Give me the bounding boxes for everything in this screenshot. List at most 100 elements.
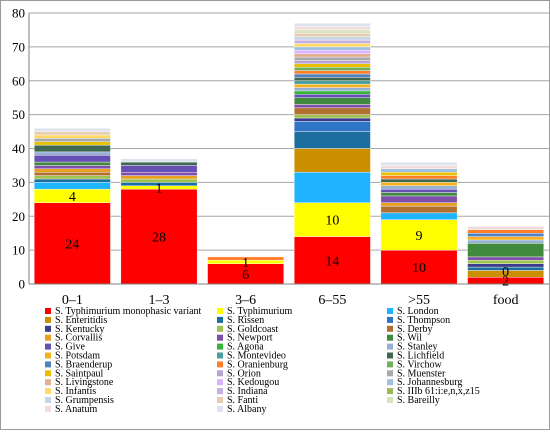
legend-label: S. Thompson <box>397 315 450 326</box>
legend-item-s-wil: S. Wil <box>387 333 422 344</box>
legend-label: S. Anatum <box>55 404 97 415</box>
bar-segment-s-albany-0-1 <box>34 127 111 132</box>
bar-segment-s-typhimurium-55 <box>380 219 458 251</box>
legend-label: S. Corvallis <box>55 333 102 344</box>
bar-segment-s-grumpensis-6-55 <box>294 36 371 41</box>
bar-segment-s-braenderup-6-55 <box>294 73 371 78</box>
legend-item-s-grumpensis: S. Grumpensis <box>45 395 114 406</box>
bar-segment-s-derby-55 <box>380 205 458 214</box>
legend-item-s-braenderup: S. Braenderup <box>45 359 112 370</box>
legend-item-s-muenster: S. Muenster <box>387 368 446 379</box>
legend-label: S. Enteritidis <box>55 315 107 326</box>
legend-label: S. Saintpaul <box>55 368 104 379</box>
legend-swatch <box>217 361 223 368</box>
legend-label: S. Kentucky <box>55 324 104 335</box>
bar-segment-s-virchow-6-55 <box>294 66 371 71</box>
legend-swatch <box>217 325 223 332</box>
bar-segment-s-goldcoast-food <box>467 260 544 264</box>
bar-segment-s-oranienburg-3-6 <box>207 256 285 261</box>
bar-segment-s-saintpaul-55 <box>380 172 458 176</box>
legend-label: S. Braenderup <box>55 359 112 370</box>
legend-swatch <box>387 343 393 350</box>
bar-segment-s-fanti-6-55 <box>294 33 371 37</box>
data-label: 10 <box>412 261 426 276</box>
data-label: 10 <box>325 214 339 229</box>
bar-segment-s-derby-6-55 <box>294 107 371 115</box>
bar-segment-s-albany-1-3 <box>120 158 198 163</box>
bar-segment-s-stanley-55 <box>380 185 458 190</box>
data-label: 4 <box>69 190 76 205</box>
legend-label: S. Fanti <box>227 395 258 406</box>
bar-segment-s-albany-6-55 <box>294 22 371 27</box>
legend-swatch <box>217 379 223 386</box>
bar-segment-s-montevideo-6-55 <box>294 80 371 85</box>
legend-swatch <box>45 379 51 386</box>
legend-swatch <box>45 325 51 332</box>
legend-swatch <box>45 388 51 395</box>
legend-swatch <box>217 388 223 395</box>
legend-swatch <box>217 316 223 323</box>
legend-swatch <box>387 334 393 341</box>
legend-item-s-rissen: S. Rissen <box>217 315 264 326</box>
bar-segment-s-johannesburg-6-55 <box>294 46 371 51</box>
data-label: 14 <box>325 254 339 269</box>
bar-segment-s-give-55 <box>380 188 458 193</box>
y-tick-label: 40 <box>12 141 25 156</box>
bar-segment-s-infantis-0-1 <box>34 134 111 139</box>
legend-item-s-oranienburg: S. Oranienburg <box>217 359 288 370</box>
bar-segment-s-saintpaul-6-55 <box>294 63 371 68</box>
legend-swatch <box>387 370 393 377</box>
legend-label: S. Albany <box>227 404 266 415</box>
legend-swatch <box>387 388 393 395</box>
bar-segment-s-newport-0-1 <box>34 165 111 170</box>
legend-swatch <box>217 334 223 341</box>
legend-item-s-johannesburg: S. Johannesburg <box>387 377 462 388</box>
legend-swatch <box>45 334 51 341</box>
legend-swatch <box>387 308 393 314</box>
bar-segment-s-lichfield-6-55 <box>294 77 371 81</box>
legend-label: S. Montevideo <box>227 351 286 362</box>
bar-segment-s-stanley-6-55 <box>294 87 371 92</box>
legend-item-s-montevideo: S. Montevideo <box>217 351 286 362</box>
legend: S. Typhimurium monophasic variant S. Typh… <box>45 306 480 415</box>
y-axis-ticks: 0 10 20 30 40 50 60 70 80 <box>12 6 25 292</box>
legend-swatch <box>217 405 223 412</box>
legend-swatch <box>45 405 51 412</box>
legend-item-s-typhimurium-monophasic-variant: S. Typhimurium monophasic variant <box>45 306 202 317</box>
legend-label: S. Rissen <box>227 315 264 326</box>
y-tick-label: 0 <box>19 277 26 292</box>
data-label: 9 <box>416 229 423 244</box>
legend-swatch <box>387 379 393 386</box>
bar-segment-s-stanley-food <box>467 239 544 244</box>
legend-item-s-typhimurium: S. Typhimurium <box>217 306 292 317</box>
legend-swatch <box>387 316 393 323</box>
bar-segment-s-lichfield-1-3 <box>120 161 198 166</box>
legend-label: S. Grumpensis <box>55 395 114 406</box>
legend-swatch <box>45 361 51 368</box>
bar-segment-s-enteritidis-6-55 <box>294 148 371 173</box>
bar-segment-s-agona-6-55 <box>294 90 371 95</box>
legend-swatch <box>217 343 223 350</box>
legend-item-s-virchow: S. Virchow <box>387 359 443 370</box>
bar-segment-s-typhimurium-monophasic-variant-55 <box>380 249 458 285</box>
legend-label: S. Wil <box>397 333 422 344</box>
legend-label: S. Derby <box>397 324 433 335</box>
legend-label: S. IIIb 61:i:e,n,x,z15 <box>397 386 480 397</box>
legend-item-s-enteritidis: S. Enteritidis <box>45 315 107 326</box>
bar-segment-s-give-0-1 <box>34 155 111 163</box>
legend-item-s-london: S. London <box>387 306 439 317</box>
bar-segment-s-give-1-3 <box>120 165 198 173</box>
bar-segment-s-typhimurium-monophasic-variant-6-55 <box>294 236 371 285</box>
legend-label: S. Typhimurium monophasic variant <box>55 306 202 317</box>
bar-segment-s-rissen-0-1 <box>34 178 111 183</box>
bar-segment-s-lichfield-0-1 <box>34 144 111 153</box>
x-category-label: 6–55 <box>318 293 346 308</box>
bar-segment-s-anatum-55 <box>380 165 458 170</box>
bar-segment-s-indiana-6-55 <box>294 39 371 44</box>
legend-label: S. Johannesburg <box>397 377 462 388</box>
legend-label: S. Livingstone <box>55 377 114 388</box>
bar-segment-s-kentucky-6-55 <box>294 117 371 122</box>
legend-item-s-bareilly: S. Bareilly <box>387 395 440 406</box>
